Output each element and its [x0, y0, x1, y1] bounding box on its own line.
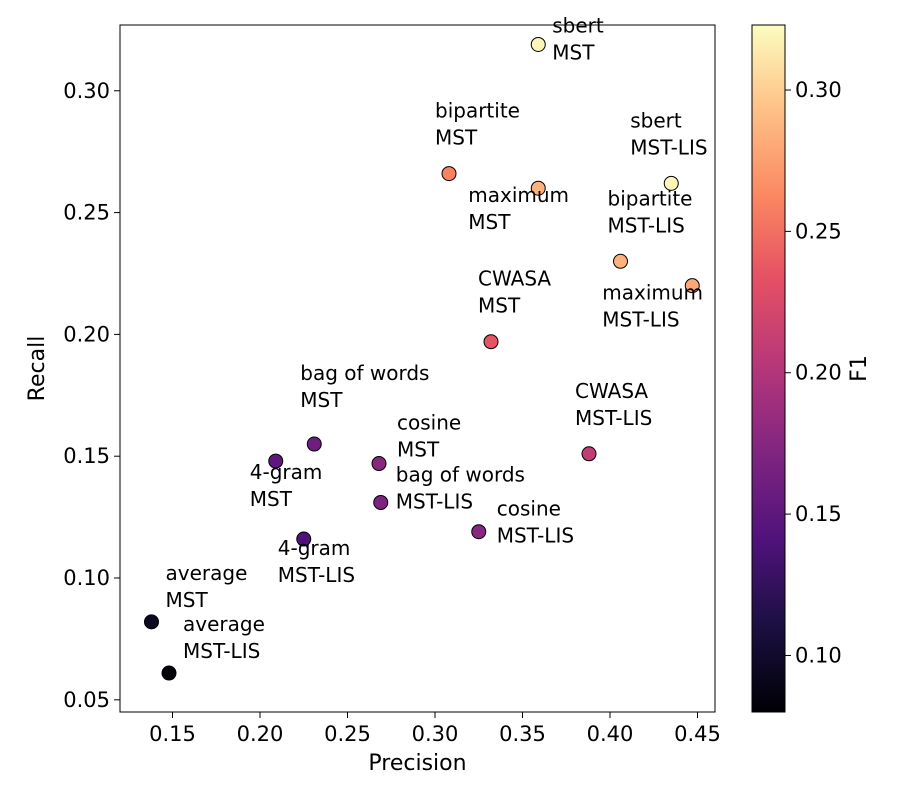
x-tick-label: 0.25	[324, 722, 371, 746]
colorbar-tick-label: 0.10	[795, 643, 842, 667]
y-tick-label: 0.15	[63, 444, 110, 468]
label-sbert-mst-lis: sbert MST-LIS	[630, 108, 707, 159]
label-bipartite-mst-lis: bipartite MST-LIS	[608, 186, 693, 237]
label-cwasa-mst-lis: CWASA MST-LIS	[575, 379, 652, 430]
x-tick-label: 0.15	[149, 722, 196, 746]
point-4-gram-mst	[268, 453, 284, 469]
y-tick-label: 0.30	[63, 79, 110, 103]
point-sbert-mst-lis	[663, 175, 679, 191]
label-maximum-mst: maximum MST	[468, 183, 569, 234]
label-4-gram-mst: 4-gram MST	[250, 460, 323, 511]
point-bag-of-words-mst	[306, 436, 322, 452]
point-cwasa-mst	[483, 334, 499, 350]
label-average-mst-lis: average MST-LIS	[183, 612, 265, 663]
y-tick-label: 0.05	[63, 688, 110, 712]
label-cwasa-mst: CWASA MST	[478, 267, 551, 318]
label-bag-of-words-mst-lis: bag of words MST-LIS	[396, 462, 525, 513]
point-maximum-mst-lis	[684, 278, 700, 294]
point-maximum-mst	[530, 180, 546, 196]
y-axis-title: Recall	[25, 336, 50, 402]
point-average-mst-lis	[161, 665, 177, 681]
x-axis-title: Precision	[368, 751, 466, 776]
colorbar-tick-label: 0.30	[795, 78, 842, 102]
y-tick-label: 0.25	[63, 201, 110, 225]
plot-marks	[144, 36, 700, 681]
point-cosine-mst	[371, 456, 387, 472]
x-tick-label: 0.35	[499, 722, 546, 746]
colorbar-tick-label: 0.20	[795, 361, 842, 385]
point-bag-of-words-mst-lis	[373, 494, 389, 510]
point-4-gram-mst-lis	[296, 531, 312, 547]
colorbar-gradient	[751, 24, 786, 713]
label-4-gram-mst-lis: 4-gram MST-LIS	[278, 536, 355, 587]
point-cosine-mst-lis	[471, 524, 487, 540]
label-sbert-mst: sbert MST	[552, 13, 604, 64]
plot-frame	[119, 24, 716, 713]
axes: 0.15 0.20 0.25 0.30 0.35 0.40 0.45 0.05 0.10 0.15…	[63, 24, 721, 746]
point-cwasa-mst-lis	[581, 446, 597, 462]
label-cosine-mst: cosine MST	[397, 411, 461, 462]
x-tick-label: 0.45	[674, 722, 721, 746]
x-tick-label: 0.30	[412, 722, 459, 746]
label-bag-of-words-mst: bag of words MST	[300, 361, 429, 412]
y-tick-label: 0.10	[63, 566, 110, 590]
point-labels: sbert MST bipartite MST maximum MST sbert MST-L…	[166, 13, 708, 663]
label-bipartite-mst: bipartite MST	[435, 99, 520, 150]
colorbar-tick-label: 0.15	[795, 502, 842, 526]
x-tick-label: 0.40	[587, 722, 634, 746]
colorbar-title: F1	[847, 355, 872, 382]
point-average-mst	[144, 614, 159, 630]
point-bipartite-mst-lis	[613, 253, 628, 269]
colorbar-tick-label: 0.25	[795, 219, 842, 243]
y-tick-label: 0.20	[63, 322, 110, 346]
point-bipartite-mst	[441, 166, 457, 182]
label-cosine-mst-lis: cosine MST-LIS	[497, 497, 574, 548]
label-average-mst: average MST	[166, 561, 248, 612]
label-maximum-mst-lis: maximum MST-LIS	[602, 281, 703, 332]
point-sbert-mst	[530, 36, 546, 52]
colorbar: 0.10 0.15 0.20 0.25 0.30	[751, 24, 842, 713]
x-tick-label: 0.20	[237, 722, 284, 746]
